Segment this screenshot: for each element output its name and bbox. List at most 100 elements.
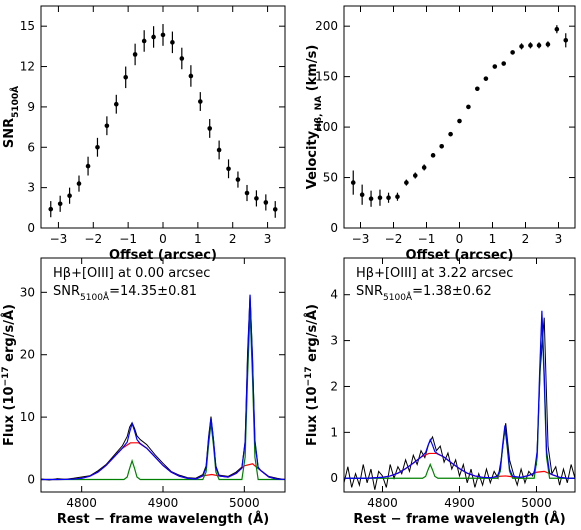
data-point — [244, 190, 250, 196]
text-part: erg/s/Å) — [1, 304, 17, 366]
data-point — [67, 193, 72, 199]
x-tick-label: 1 — [194, 232, 202, 246]
data-point — [141, 38, 147, 44]
text-part: Hβ+[OIII] at 3.22 arcsec — [356, 266, 513, 281]
y-tick-label: 0 — [330, 221, 338, 235]
data-point — [519, 44, 524, 49]
data-point — [412, 173, 418, 178]
axes-frame — [40, 257, 286, 493]
y-tick-label: 2 — [330, 379, 338, 393]
text-part: Flux (10 — [2, 386, 17, 446]
annotation: Hβ+[OIII] at 3.22 arcsec — [356, 266, 513, 281]
axes-frame — [343, 5, 576, 229]
annotation: SNR5100Å=14.35±0.81 — [53, 284, 197, 303]
x-axis-label: Rest − frame wavelength (Å) — [353, 511, 565, 527]
data-point — [95, 144, 100, 150]
data-point — [160, 32, 166, 38]
data-point — [235, 177, 241, 182]
data-point — [386, 195, 391, 201]
data-point — [377, 195, 383, 201]
y-axis-label: SNR5100Å — [2, 86, 21, 148]
text-part: erg/s/Å) — [304, 304, 320, 366]
data-point — [501, 61, 507, 66]
x-tick-label: 4900 — [444, 496, 475, 510]
y-tick-label: 150 — [315, 70, 338, 84]
text-part: =1.38±0.62 — [412, 284, 492, 299]
axes-frame — [40, 5, 286, 229]
text-part: SNR — [2, 118, 17, 148]
x-tick-label: −1 — [119, 232, 137, 246]
spectrum-line — [41, 294, 285, 481]
y-axis-label: Flux (10−17 erg/s/Å) — [304, 304, 320, 446]
text-part: Velocity — [305, 130, 320, 189]
x-tick-label: 0 — [159, 232, 167, 246]
x-tick-label: −2 — [385, 232, 403, 246]
text-part: Hβ, NA — [314, 96, 324, 131]
y-tick-label: 200 — [315, 19, 338, 33]
data-point — [207, 126, 213, 131]
data-point — [395, 194, 400, 200]
plot-area — [350, 25, 569, 207]
x-axis-label: Offset (arcsec) — [109, 248, 217, 263]
data-point — [272, 207, 278, 212]
y-tick-label: 1 — [330, 425, 338, 439]
x-tick-label: −3 — [50, 232, 68, 246]
x-tick-label: −1 — [418, 232, 436, 246]
text-part: SNR — [356, 284, 383, 299]
text-part: 5100Å — [383, 291, 413, 303]
data-point — [359, 192, 365, 197]
x-tick-label: −2 — [84, 232, 102, 246]
data-point — [421, 165, 427, 170]
data-point — [439, 143, 444, 149]
data-point — [188, 73, 194, 79]
data-point — [85, 163, 91, 169]
y-tick-label: 30 — [20, 285, 35, 299]
data-point — [123, 75, 129, 80]
x-tick-label: 4800 — [66, 496, 97, 510]
plot-area — [48, 24, 278, 218]
spectrum-line — [344, 310, 575, 479]
data-point — [563, 38, 569, 43]
y-tick-label: 0 — [27, 221, 35, 235]
plot-area — [41, 294, 285, 481]
x-tick-label: 0 — [456, 232, 464, 246]
y-tick-label: 9 — [27, 100, 35, 114]
data-point — [457, 118, 462, 124]
data-point — [545, 42, 551, 47]
text-part: −17 — [304, 366, 314, 386]
data-point — [254, 196, 259, 201]
annotation: Hβ+[OIII] at 0.00 arcsec — [53, 266, 210, 281]
x-tick-label: 3 — [264, 232, 272, 246]
y-tick-label: 100 — [315, 120, 338, 134]
x-tick-label: 4900 — [148, 496, 179, 510]
panel: 4800 4900 5000 0 10 20 30 Rest − frame waveleng… — [1, 257, 286, 527]
panel: 4800 4900 5000 0 1 2 3 4 Rest − frame wavelength… — [304, 257, 576, 527]
axes-frame — [343, 257, 576, 493]
data-point — [48, 206, 54, 212]
data-point — [216, 147, 222, 153]
text-part: Hβ+[OIII] at 0.00 arcsec — [53, 266, 210, 281]
y-tick-label: 4 — [330, 288, 338, 302]
data-point — [104, 123, 110, 129]
plot-area — [344, 310, 575, 490]
panel: −3 −2 −1 0 1 2 3 0 50 100 150 200 Offset (arcsec) Vel… — [305, 5, 576, 263]
data-point — [536, 43, 542, 48]
data-point — [179, 56, 185, 61]
data-point — [151, 34, 156, 40]
y-tick-label: 10 — [20, 410, 35, 424]
text-part: Flux (10 — [305, 386, 320, 446]
annotation: SNR5100Å=1.38±0.62 — [356, 284, 492, 303]
data-point — [113, 101, 119, 107]
text-part: −17 — [1, 366, 11, 386]
data-point — [197, 99, 203, 104]
data-point — [226, 166, 231, 172]
data-point — [475, 86, 480, 92]
y-axis-label: Flux (10−17 erg/s/Å) — [1, 304, 17, 446]
x-axis-label: Offset (arcsec) — [406, 248, 514, 263]
text-part: 5100Å — [80, 291, 110, 303]
x-tick-label: 2 — [229, 232, 237, 246]
data-point — [404, 180, 409, 185]
text-part: 5100Å — [10, 86, 21, 118]
